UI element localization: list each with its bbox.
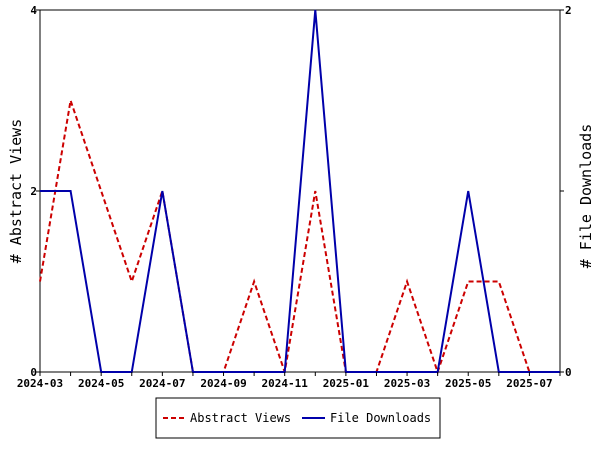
axis-layer: 2024-03 2024-05 2024-07 2024-09 2024-11 2025-… <box>17 4 572 390</box>
y-right-tick-label-2: 2 <box>565 4 572 17</box>
x-tick-label-2025-01: 2025-01 <box>323 377 370 390</box>
legend: Abstract Views File Downloads <box>155 397 441 439</box>
series-layer <box>39 9 560 376</box>
x-tick-label-2024-09: 2024-09 <box>200 377 246 390</box>
x-tick-label-2024-11: 2024-11 <box>262 377 309 390</box>
series-line-abstract-views <box>39 100 560 376</box>
x-tick-label-2024-03: 2024-03 <box>17 377 63 390</box>
y-left-tick-label-2: 2 <box>30 185 37 198</box>
x-tick-label-2025-03: 2025-03 <box>384 377 430 390</box>
legend-box <box>155 397 441 439</box>
x-tick-label-2025-05: 2025-05 <box>445 377 491 390</box>
x-tick-label-2024-07: 2024-07 <box>139 377 185 390</box>
series-line-file-downloads <box>40 9 560 373</box>
legend-label-file-downloads: File Downloads <box>330 411 431 425</box>
y-right-tick-label-0: 0 <box>565 366 572 379</box>
y-axis-left-title: # Abstract Views <box>7 119 25 264</box>
y-axis-right-title: # File Downloads <box>577 124 595 269</box>
x-tick-label-2025-07: 2025-07 <box>506 377 552 390</box>
y-left-tick-label-0: 0 <box>30 366 37 379</box>
y-left-tick-label-4: 4 <box>30 4 37 17</box>
x-tick-label-2024-05: 2024-05 <box>78 377 124 390</box>
legend-label-abstract-views: Abstract Views <box>190 411 291 425</box>
